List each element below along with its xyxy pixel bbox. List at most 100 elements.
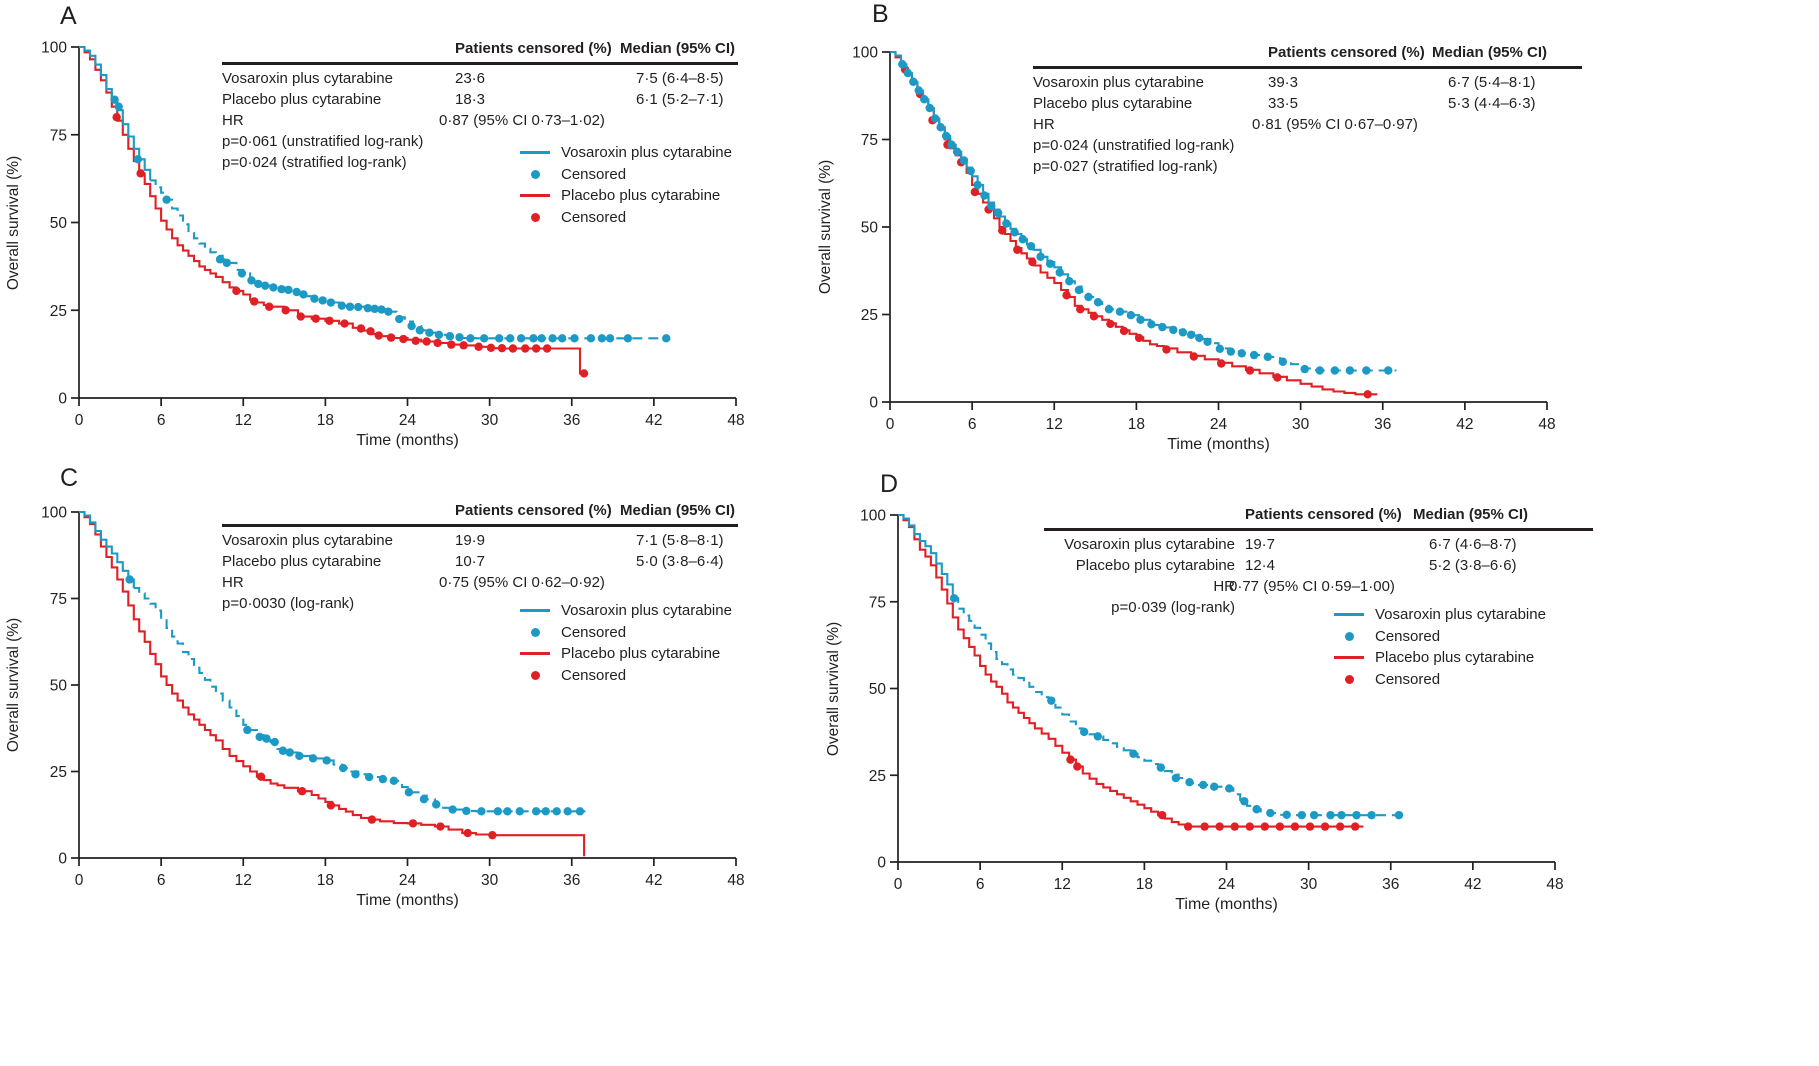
vosaroxin-censor-mark <box>1352 810 1361 820</box>
vosaroxin-censor-mark <box>237 269 247 278</box>
placebo-censor-mark <box>411 336 420 345</box>
placebo-censor-mark <box>340 319 349 328</box>
vosaroxin-censor-mark <box>1266 808 1275 818</box>
vosaroxin-censor-mark <box>432 800 441 809</box>
vosaroxin-censor-mark <box>605 334 615 343</box>
table-header-rule <box>222 524 738 527</box>
legend-item: Censored <box>520 207 732 229</box>
vosaroxin-censor-mark <box>318 296 327 305</box>
vosaroxin-censor-mark <box>1047 696 1056 705</box>
y-axis-label: Overall survival (%) <box>5 617 22 753</box>
vosaroxin-censor-mark <box>326 298 336 307</box>
y-tick-label: 0 <box>869 395 878 412</box>
x-tick-label: 42 <box>1456 416 1473 433</box>
p-value-line: p=0·027 (stratified log-rank) <box>1033 157 1218 175</box>
stats-table-panel-a: Patients censored (%) Median (95% CI) Vo… <box>222 38 738 173</box>
x-tick-label: 24 <box>399 412 417 429</box>
col-header-censored: Patients censored (%) <box>1268 44 1425 61</box>
vosaroxin-censor-mark <box>434 330 444 340</box>
table-header-rule <box>222 62 738 65</box>
vosaroxin-censor-mark <box>548 334 557 343</box>
legend-label: Vosaroxin plus cytarabine <box>561 144 732 161</box>
vosaroxin-censor-mark <box>1156 763 1166 772</box>
y-tick-label: 0 <box>877 855 886 872</box>
placebo-line-swatch <box>1334 656 1364 660</box>
vosaroxin-censor-mark <box>1084 292 1093 302</box>
vosaroxin-censor-mark <box>363 303 373 313</box>
vosaroxin-censor-mark <box>277 284 286 294</box>
placebo-censor-mark <box>1089 312 1099 321</box>
y-tick-label: 25 <box>869 768 886 785</box>
placebo-censor-mark <box>1320 822 1330 831</box>
placebo-censor-mark <box>488 830 497 840</box>
hr-label: HR <box>222 573 244 591</box>
placebo-line-swatch <box>520 194 550 198</box>
vosaroxin-censor-mark <box>1002 219 1011 228</box>
panel-a-letter: A <box>60 2 78 30</box>
placebo-censor-mark <box>399 334 408 344</box>
row-label: Vosaroxin plus cytarabine <box>1064 535 1235 553</box>
vosaroxin-censor-mark <box>1326 810 1335 820</box>
y-tick-label: 75 <box>869 594 886 611</box>
vosaroxin-censor-mark <box>966 166 975 176</box>
y-tick-label: 100 <box>852 45 878 62</box>
placebo-censor-mark <box>1062 291 1071 300</box>
x-axis-label: Time (months) <box>356 892 459 909</box>
legend-label: Vosaroxin plus cytarabine <box>561 602 732 619</box>
hr-label: HR <box>1033 115 1055 133</box>
placebo-censor-mark <box>374 331 383 340</box>
vosaroxin-censor-mark <box>1065 277 1074 286</box>
vosaroxin-curve-dashed <box>133 587 586 813</box>
vosaroxin-censor-mark <box>541 807 550 816</box>
p-value-line: p=0·0030 (log-rank) <box>222 594 355 612</box>
vosaroxin-censor-mark <box>1115 307 1125 316</box>
x-tick-label: 0 <box>894 876 903 893</box>
vosaroxin-censor-mark <box>1249 350 1259 360</box>
y-tick-label: 25 <box>861 307 878 324</box>
vosaroxin-censor-mark <box>925 103 934 113</box>
x-tick-label: 12 <box>1054 876 1071 893</box>
vosaroxin-censor-mark <box>1240 797 1249 806</box>
vosaroxin-censor-mark <box>354 302 363 312</box>
vosaroxin-censor-mark <box>133 155 143 164</box>
vosaroxin-censor-mark <box>1345 366 1355 375</box>
y-tick-label: 25 <box>50 303 67 320</box>
y-tick-label: 75 <box>50 591 67 608</box>
vosaroxin-censor-mark <box>959 156 969 165</box>
legend-panel-a: Vosaroxin plus cytarabine Censored Place… <box>520 142 732 228</box>
x-tick-label: 0 <box>75 872 84 889</box>
legend-item: Censored <box>1334 626 1546 648</box>
vosaroxin-censor-mark <box>1330 366 1340 375</box>
vosaroxin-censor-mark <box>1036 252 1045 261</box>
vosaroxin-censor-mark <box>269 283 278 292</box>
vosaroxin-censor-mark <box>1055 268 1064 277</box>
legend-label: Censored <box>1375 627 1441 645</box>
vosaroxin-censor-mark <box>557 334 567 343</box>
vosaroxin-line-swatch <box>520 151 550 155</box>
y-tick-label: 0 <box>58 851 67 868</box>
placebo-censor-mark <box>281 306 290 315</box>
vosaroxin-censor-mark <box>389 776 399 786</box>
placebo-censor-mark <box>1028 257 1037 267</box>
placebo-censor-mark <box>474 342 483 351</box>
vosaroxin-censor-mark <box>947 140 956 149</box>
placebo-censor-mark <box>1273 373 1282 382</box>
x-tick-label: 36 <box>563 412 580 429</box>
col-header-median: Median (95% CI) <box>620 502 736 519</box>
placebo-censor-mark <box>1305 822 1315 831</box>
placebo-censor-mark <box>542 344 552 353</box>
legend-item: Placebo plus cytarabine <box>1334 647 1546 669</box>
vosaroxin-censor-mark <box>425 328 434 337</box>
vosaroxin-censor-mark <box>493 807 503 816</box>
placebo-censor-mark <box>1260 822 1270 831</box>
placebo-censor-mark <box>1189 352 1199 361</box>
vosaroxin-censor-mark <box>1297 810 1306 820</box>
hr-label: HR <box>1213 577 1235 595</box>
vosaroxin-censor-mark <box>1384 366 1393 375</box>
vosaroxin-censor-mark <box>505 334 515 343</box>
placebo-censor-mark <box>1215 822 1224 831</box>
vosaroxin-censor-mark <box>308 754 318 763</box>
vosaroxin-censor-mark <box>1215 344 1225 353</box>
legend-item: Vosaroxin plus cytarabine <box>1334 604 1546 626</box>
median-value: 5·2 (3·8–6·6) <box>1429 556 1517 574</box>
